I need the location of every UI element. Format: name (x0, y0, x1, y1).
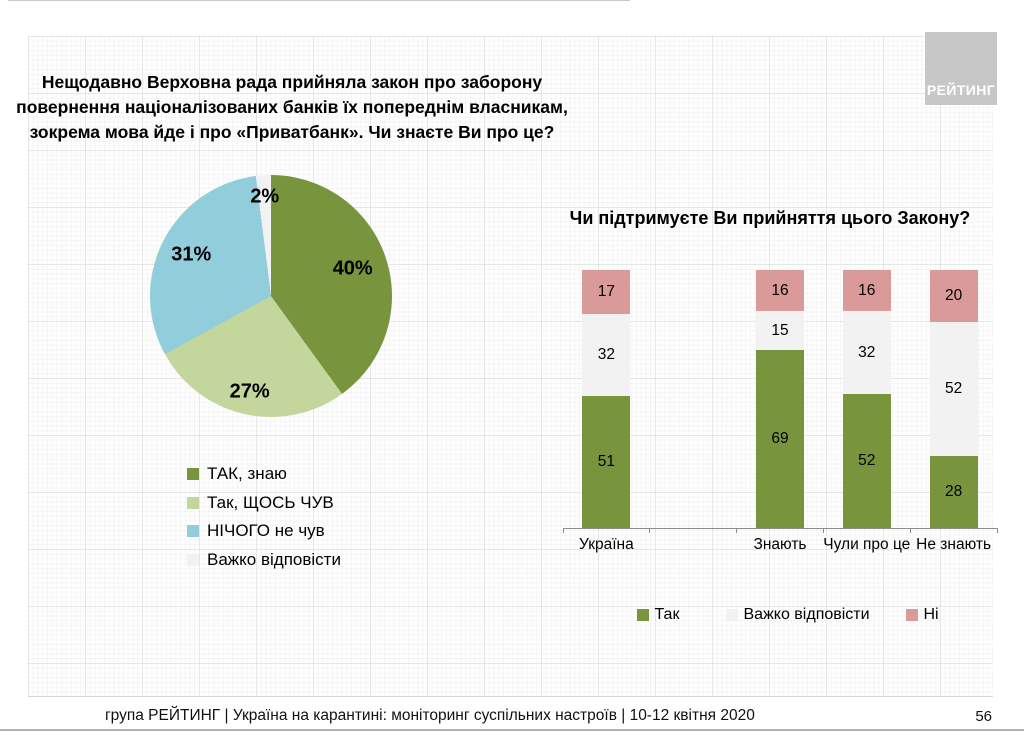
pie-value-label: 2% (250, 185, 280, 208)
bar-plot: 51 32 17 Україна 69 15 16 Знають 52 32 16 Чули про … (562, 270, 998, 553)
legend-label: Так, ЩОСЬ ЧУВ (207, 492, 334, 512)
bar-segment: 17 (582, 270, 631, 314)
bar-segment: 20 (929, 270, 978, 322)
pie-legend-item: ТАК, знаю (187, 460, 341, 489)
axis-tick (996, 528, 998, 533)
question-title-line: повернення націоналізованих банків їх по… (16, 97, 568, 117)
bar-segment: 32 (582, 313, 631, 397)
logo-text: РЕЙТИНГ (926, 82, 996, 98)
legend-label: ТАК, знаю (207, 464, 287, 484)
bar-segment: 16 (756, 270, 804, 312)
axis-tick (822, 528, 824, 533)
pie-value-label: 27% (229, 380, 270, 403)
stacked-bar-2: 69 15 16 (756, 270, 804, 528)
axis-tick (649, 528, 651, 533)
pie-legend-item: Важко відповісти (187, 546, 341, 575)
stacked-bar-3: 52 32 16 (842, 270, 891, 528)
bar-legend-item: Так (637, 606, 679, 624)
stacked-bar-1: 51 32 17 (582, 270, 631, 528)
axis-tick (909, 528, 911, 533)
rating-group-logo: РЕЙТИНГ (925, 32, 997, 105)
bar-legend-item: Важко відповісти (726, 606, 870, 624)
question-title-line: зокрема мова йде і про «Приватбанк». Чи … (29, 122, 555, 142)
legend-label: НІЧОГО не чув (207, 521, 325, 541)
question-title: Нещодавно Верховна рада прийняла закон п… (12, 70, 572, 145)
bar-segment: 32 (842, 311, 891, 394)
pie-value-label: 40% (332, 257, 373, 280)
bar-segment: 16 (842, 270, 891, 312)
pie-chart: 40% 27% 31% 2% (150, 175, 392, 417)
bar-segment: 69 (756, 349, 804, 528)
footer-source-text: група РЕЙТИНГ | Україна на карантині: мо… (105, 707, 755, 724)
bar-legend-item: Ні (906, 606, 939, 624)
legend-swatch (906, 609, 918, 621)
category-label: Не знають (916, 536, 992, 553)
bar-segment: 51 (582, 396, 631, 528)
legend-swatch (187, 468, 199, 481)
category-label: Чули про це (823, 536, 911, 553)
bar-legend: Так Важко відповісти Ні (563, 606, 997, 626)
bar-segment: 52 (929, 321, 978, 456)
bottom-edge-line (0, 729, 1024, 731)
stacked-bar-4: 28 52 20 (929, 270, 978, 528)
axis-tick (562, 528, 564, 533)
legend-swatch (187, 553, 199, 566)
legend-label: Ні (923, 606, 939, 623)
axis-tick (736, 528, 738, 533)
pie-legend-item: Так, ЩОСЬ ЧУВ (187, 489, 341, 518)
legend-swatch (726, 609, 738, 621)
legend-label: Так (654, 606, 680, 623)
bar-segment: 15 (756, 311, 804, 350)
bar-segment: 52 (842, 393, 891, 528)
legend-label: Важко відповісти (743, 606, 870, 623)
pie-value-label: 31% (171, 243, 212, 266)
pie-legend-item: НІЧОГО не чув (187, 517, 341, 546)
legend-swatch (187, 525, 199, 538)
grid-background (28, 36, 993, 697)
bar-segment: 28 (929, 455, 978, 528)
category-label: Україна (579, 536, 634, 553)
legend-label: Важко відповісти (207, 549, 341, 569)
category-label: Знають (753, 536, 807, 553)
page-number: 56 (975, 708, 992, 725)
question-title-line: Нещодавно Верховна рада прийняла закон п… (41, 72, 543, 92)
bar-chart-title: Чи підтримуєте Ви прийняття цього Закону… (569, 208, 971, 228)
legend-swatch (187, 496, 199, 509)
top-edge-line (8, 0, 630, 1)
pie-legend: ТАК, знаю Так, ЩОСЬ ЧУВ НІЧОГО не чув Важко… (187, 460, 341, 574)
legend-swatch (637, 609, 649, 621)
